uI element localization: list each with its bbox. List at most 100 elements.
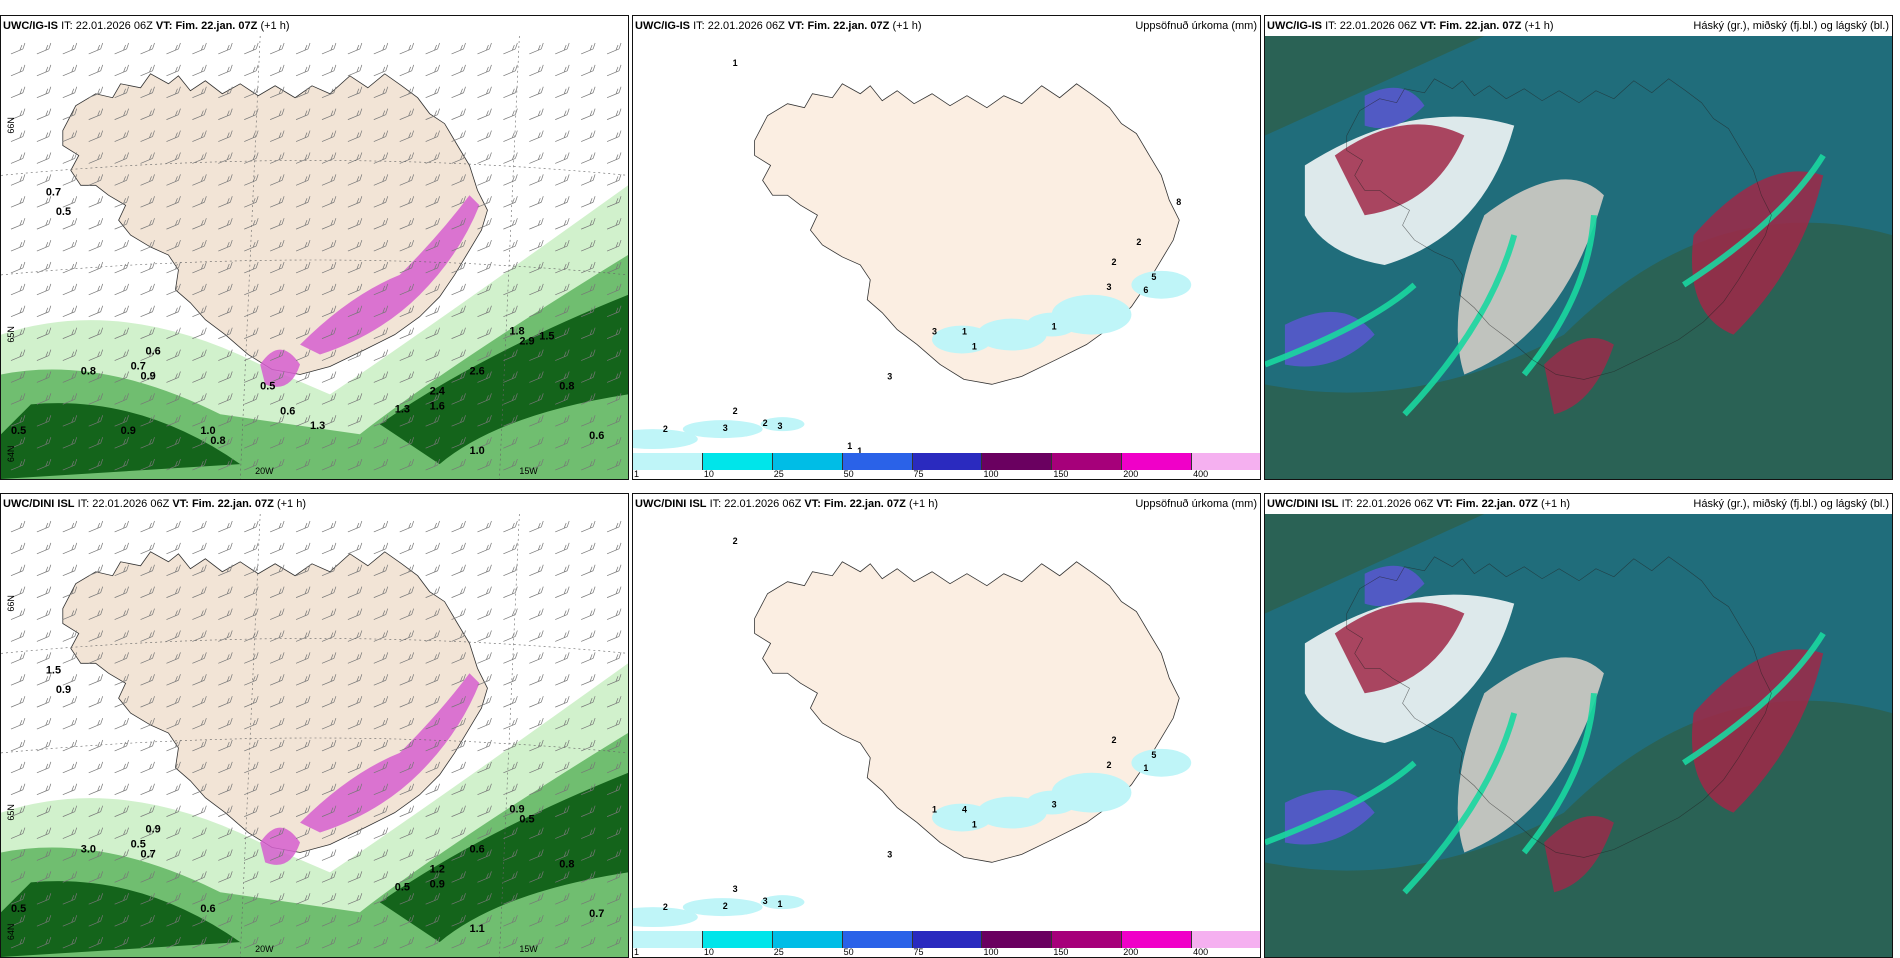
precip-value-label: 0.6	[280, 405, 295, 417]
accum-value-label: 6	[1143, 285, 1148, 295]
colorbar-swatch	[1122, 931, 1193, 948]
it-label: IT:	[1325, 20, 1337, 32]
accum-value-label: 1	[962, 327, 967, 337]
precip-value-label: 0.5	[131, 839, 146, 851]
precip-value-label: 0.6	[589, 430, 604, 442]
accum-value-label: 1	[972, 820, 977, 830]
accum-value-label: 2	[1111, 735, 1116, 745]
precip-value-label: 0.7	[589, 908, 604, 920]
wind-precip-panel-dini: UWC/DINI ISL IT: 22.01.2026 06Z VT: Fim.…	[0, 493, 629, 958]
accum-value-label: 3	[932, 327, 937, 337]
vt-label: VT:	[155, 20, 173, 32]
precip-value-label: 1.8	[509, 326, 524, 338]
colorbar-tick: 200	[1123, 947, 1139, 957]
colorbar-tick: 50	[843, 947, 854, 957]
colorbar-swatch	[702, 453, 773, 470]
colorbar-tick: 200	[1123, 469, 1139, 479]
precip-value-label: 0.9	[146, 824, 161, 836]
vt-value: Fim. 22.jan. 07Z	[807, 20, 890, 32]
accum-value-label: 2	[723, 901, 728, 911]
cloud-panel-dini: UWC/DINI ISL IT: 22.01.2026 06Z VT: Fim.…	[1264, 493, 1893, 958]
accum-value-label: 1	[847, 441, 852, 451]
accum-value-label: 3	[1106, 282, 1111, 292]
colorbar-swatch	[1052, 453, 1123, 470]
accum-value-label: 2	[1136, 237, 1141, 247]
precip-value-label: 0.7	[131, 361, 146, 373]
colorbar-swatch	[772, 931, 843, 948]
wind-precip-map: 1.5 0.9 0.9 0.5 3.0 0.7 0.6 0.5 1.2 0.9 0.5 0.6 0.5 0…	[1, 514, 628, 957]
colorbar-tick: 75	[913, 469, 924, 479]
panel-header: UWC/DINI ISL IT: 22.01.2026 06Z VT: Fim.…	[1, 494, 628, 514]
precip-value-label: 0.9	[509, 804, 524, 816]
precip-value-label: 1.0	[200, 425, 215, 437]
panel-header: UWC/DINI ISL IT: 22.01.2026 06Z VT: Fim.…	[633, 494, 1260, 514]
accum-value-label: 2	[763, 418, 768, 428]
accum-value-label: 4	[962, 805, 967, 815]
precip-title: Uppsöfnuð úrkoma (mm)	[1135, 20, 1257, 32]
axis-label: 20W	[255, 466, 274, 476]
precip-value-label: 1.1	[470, 923, 485, 935]
colorbar-swatch	[982, 931, 1053, 948]
it-value: 22.01.2026 06Z	[92, 498, 170, 510]
colorbar-tick: 150	[1053, 947, 1069, 957]
precip-value-label: 0.5	[519, 814, 534, 826]
accum-value-label: 3	[887, 849, 892, 859]
it-label: IT:	[61, 20, 73, 32]
model-name: UWC/DINI ISL	[635, 498, 707, 510]
precip-title: Uppsöfnuð úrkoma (mm)	[1135, 498, 1257, 510]
lead-time: (+1 h)	[908, 498, 938, 510]
precip-value-label: 0.8	[81, 365, 96, 377]
accum-value-label: 2	[663, 424, 668, 434]
accum-value-label: 3	[778, 421, 783, 431]
precip-value-label: 2.4	[430, 385, 446, 397]
colorbar-tick: 100	[983, 469, 999, 479]
precip-value-label: 1.6	[430, 400, 445, 412]
model-name: UWC/DINI ISL	[3, 498, 75, 510]
precip-value-label: 0.9	[56, 684, 71, 696]
axis-label: 15W	[519, 466, 538, 476]
precip-value-label: 2.9	[519, 336, 534, 348]
colorbar-swatch	[982, 453, 1053, 470]
accum-value-label: 3	[887, 371, 892, 381]
accum-value-label: 1	[1143, 763, 1148, 773]
colorbar-swatch	[1192, 931, 1260, 948]
axis-label: 64N	[6, 446, 16, 462]
vt-label: VT:	[804, 498, 821, 510]
wind-precip-map: 0.7 0.5 0.6 0.7 0.8 0.9 1.0 0.5 2.4 1.6 1.3 2.6 2.9 1…	[1, 36, 628, 479]
colorbar-tick: 25	[773, 469, 784, 479]
axis-label: 64N	[6, 924, 16, 940]
colorbar-tick: 50	[843, 469, 854, 479]
accum-value-label: 2	[733, 536, 738, 546]
precip-value-label: 2.6	[470, 365, 485, 377]
precip-value-label: 3.0	[81, 843, 96, 855]
colorbar-swatch	[633, 931, 703, 948]
it-value: 22.01.2026 06Z	[1356, 498, 1434, 510]
panel-header: UWC/IG-IS IT: 22.01.2026 06Z VT: Fim. 22…	[633, 16, 1260, 36]
colorbar-tick: 1	[634, 469, 640, 479]
accum-value-label: 1	[733, 58, 738, 68]
accum-precip-panel-igis: UWC/IG-IS IT: 22.01.2026 06Z VT: Fim. 22…	[632, 15, 1261, 480]
precip-value-label: 0.7	[141, 848, 156, 860]
colorbar-swatch	[633, 453, 703, 470]
colorbar-swatch	[702, 931, 773, 948]
panel-header: UWC/IG-IS IT: 22.01.2026 06Z VT: Fim. 22…	[1, 16, 628, 36]
axis-label: 65N	[6, 804, 16, 820]
colorbar-tick: 400	[1193, 947, 1209, 957]
accum-value-label: 2	[663, 902, 668, 912]
accum-value-label: 1	[778, 899, 783, 909]
precip-value-label: 0.6	[146, 346, 161, 358]
precip-value-label: 1.3	[310, 420, 325, 432]
accum-value-label: 2	[1111, 257, 1116, 267]
precip-value-label: 0.9	[121, 425, 136, 437]
it-value: 22.01.2026 06Z	[75, 20, 153, 32]
precip-value-label: 0.9	[141, 370, 156, 382]
colorbar-tick: 25	[773, 947, 784, 957]
precip-colorbar: 1 10 25 50 75 100 150 200 400	[633, 453, 1260, 479]
accum-value-label: 2	[733, 406, 738, 416]
vt-label: VT:	[1419, 20, 1437, 32]
colorbar-tick: 10	[703, 469, 714, 479]
lead-time: (+1 h)	[892, 20, 922, 32]
colorbar-tick: 10	[703, 947, 714, 957]
vt-label: VT:	[172, 498, 189, 510]
precip-colorbar: 1 10 25 50 75 100 150 200 400	[633, 931, 1260, 957]
